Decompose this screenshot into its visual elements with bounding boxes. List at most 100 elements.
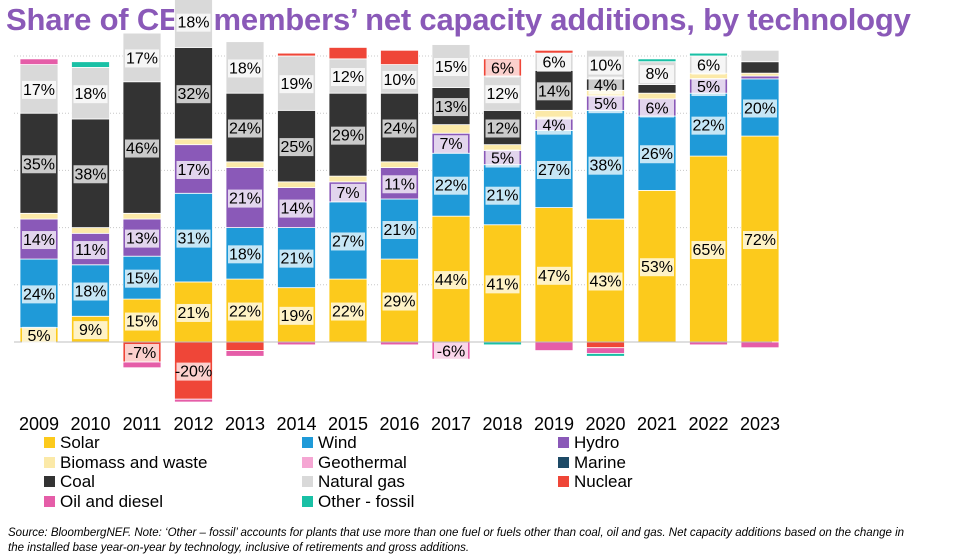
data-label-background	[331, 183, 365, 202]
legend-label: Other - fossil	[318, 491, 415, 511]
data-label: 13%	[435, 99, 467, 116]
data-label-background	[640, 258, 674, 277]
bar-segment-nuclear	[380, 49, 419, 65]
bar-segment-nuclear	[277, 52, 316, 57]
data-label-background	[125, 49, 159, 68]
x-tick-label: 2019	[534, 414, 574, 430]
legend-label: Coal	[60, 472, 95, 491]
bar-segment-biomass-and-waste	[225, 161, 265, 168]
data-label: 24%	[229, 121, 261, 138]
data-label: 53%	[641, 259, 673, 276]
data-label: 12%	[486, 121, 518, 138]
data-label-background	[537, 160, 571, 179]
data-label: 31%	[177, 231, 209, 248]
data-label-background	[588, 272, 623, 291]
bar-segment-coal	[637, 84, 677, 94]
x-tick-label: 2012	[173, 414, 213, 430]
data-label-background	[485, 119, 520, 138]
legend-swatch	[44, 437, 55, 448]
data-label: 19%	[280, 308, 312, 325]
data-label-background	[228, 59, 262, 78]
legend-item: Marine	[558, 453, 626, 473]
data-label-background	[588, 76, 623, 95]
bar-segment-oil-and-diesel	[740, 341, 780, 349]
bar-segment-nuclear	[328, 47, 368, 60]
data-label-background	[228, 189, 262, 208]
legend-item: Natural gas	[302, 472, 405, 492]
data-label: 19%	[280, 76, 312, 93]
data-label: 14%	[23, 232, 55, 249]
data-label: 17%	[126, 50, 158, 67]
data-label-background	[176, 85, 211, 104]
data-label-background	[176, 303, 211, 322]
data-label: 22%	[332, 304, 364, 321]
data-label: 43%	[589, 274, 621, 291]
data-label: 20%	[744, 100, 776, 117]
bar-segment-biomass-and-waste	[328, 175, 368, 183]
data-label-background	[382, 70, 417, 89]
bar-segment-nuclear	[534, 49, 574, 54]
legend-swatch	[44, 495, 55, 507]
data-label-background	[73, 165, 108, 184]
legend-label: Marine	[574, 452, 626, 472]
bar-segment-biomass-and-waste	[380, 161, 419, 168]
data-label-background	[331, 68, 365, 87]
data-label: -6%	[437, 344, 465, 361]
x-tick-label: 2017	[431, 414, 471, 430]
data-label: 22%	[229, 304, 261, 321]
bar-segment-nuclear	[225, 341, 265, 351]
data-label: 35%	[23, 156, 55, 173]
data-label: 38%	[74, 166, 106, 183]
data-label: 21%	[280, 251, 312, 268]
data-label: 6%	[645, 100, 668, 117]
data-label: 5%	[697, 79, 720, 96]
data-label: 18%	[74, 284, 106, 301]
data-label-background	[228, 119, 262, 138]
x-tick-label: 2010	[70, 414, 110, 430]
data-label-background	[22, 326, 56, 345]
data-label: 24%	[23, 286, 55, 303]
legend-label: Natural gas	[318, 472, 405, 491]
data-label-background	[279, 249, 314, 268]
data-label-background	[22, 155, 56, 174]
bar-segment-natural-gas	[740, 49, 780, 63]
legend-label: Solar	[60, 433, 100, 452]
bar-segment-oil-and-diesel	[534, 341, 574, 351]
legend-swatch	[302, 456, 313, 468]
data-label: 8%	[645, 66, 668, 83]
bar-segment-biomass-and-waste	[277, 181, 316, 188]
data-label-background	[125, 312, 159, 331]
data-label-background	[743, 231, 777, 250]
data-label: 29%	[332, 128, 364, 145]
x-tick-label: 2015	[328, 414, 368, 430]
bar-segment-biomass-and-waste	[637, 92, 677, 100]
x-tick-label: 2021	[637, 414, 677, 430]
data-label: 18%	[177, 15, 209, 32]
bar-segment-biomass-and-waste	[174, 138, 213, 146]
data-label: 4%	[594, 78, 617, 95]
data-label-background	[485, 85, 520, 104]
x-tick-label: 2016	[379, 414, 419, 430]
data-label-background	[176, 362, 211, 381]
data-label: 27%	[538, 162, 570, 179]
data-label-background	[434, 58, 468, 77]
data-label-background	[434, 176, 468, 195]
legend-label: Hydro	[574, 433, 620, 452]
bar-segment-hydro	[740, 75, 780, 80]
data-label: 4%	[542, 118, 565, 135]
data-label-background	[485, 149, 520, 168]
data-label-background	[73, 241, 108, 260]
legend-label: Wind	[318, 433, 357, 452]
data-label: 22%	[435, 178, 467, 195]
data-label: 10%	[383, 72, 415, 89]
x-tick-label: 2009	[19, 414, 59, 430]
legend-swatch	[44, 476, 55, 487]
data-label-background	[537, 266, 571, 285]
data-label-background	[588, 156, 623, 175]
bar-segment-coal	[740, 61, 780, 74]
data-label: 6%	[697, 58, 720, 75]
legend-item: Coal	[44, 472, 95, 492]
data-label: 25%	[280, 139, 312, 156]
data-label: 18%	[229, 246, 261, 263]
data-label: 10%	[589, 58, 621, 75]
